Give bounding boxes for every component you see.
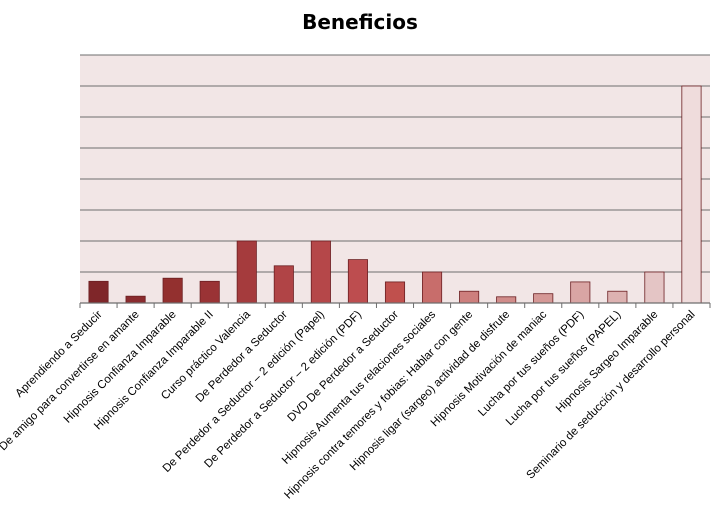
x-axis-ticks: [79, 303, 711, 308]
bar: [384, 281, 406, 304]
x-tick-label: Seminario de seducción y desarrollo pers…: [525, 309, 698, 482]
bar: [273, 265, 294, 304]
bar: [88, 280, 109, 304]
bar: [422, 271, 443, 304]
bar: [570, 281, 591, 304]
bar: [533, 293, 554, 304]
bar: [310, 240, 331, 304]
bar: [125, 295, 146, 304]
bar: [199, 280, 220, 304]
chart-title: Beneficios: [302, 10, 418, 34]
bar: [347, 259, 368, 304]
bar: [496, 296, 517, 304]
bar: [162, 277, 183, 304]
gridlines: [80, 54, 710, 273]
bar: [236, 240, 257, 304]
bar: [459, 290, 480, 304]
x-tick-label: De amigo para convertirse en amante: [0, 309, 142, 454]
bar: [607, 290, 628, 304]
bar: [681, 85, 702, 304]
bar: [644, 271, 665, 304]
bars: [88, 85, 702, 304]
